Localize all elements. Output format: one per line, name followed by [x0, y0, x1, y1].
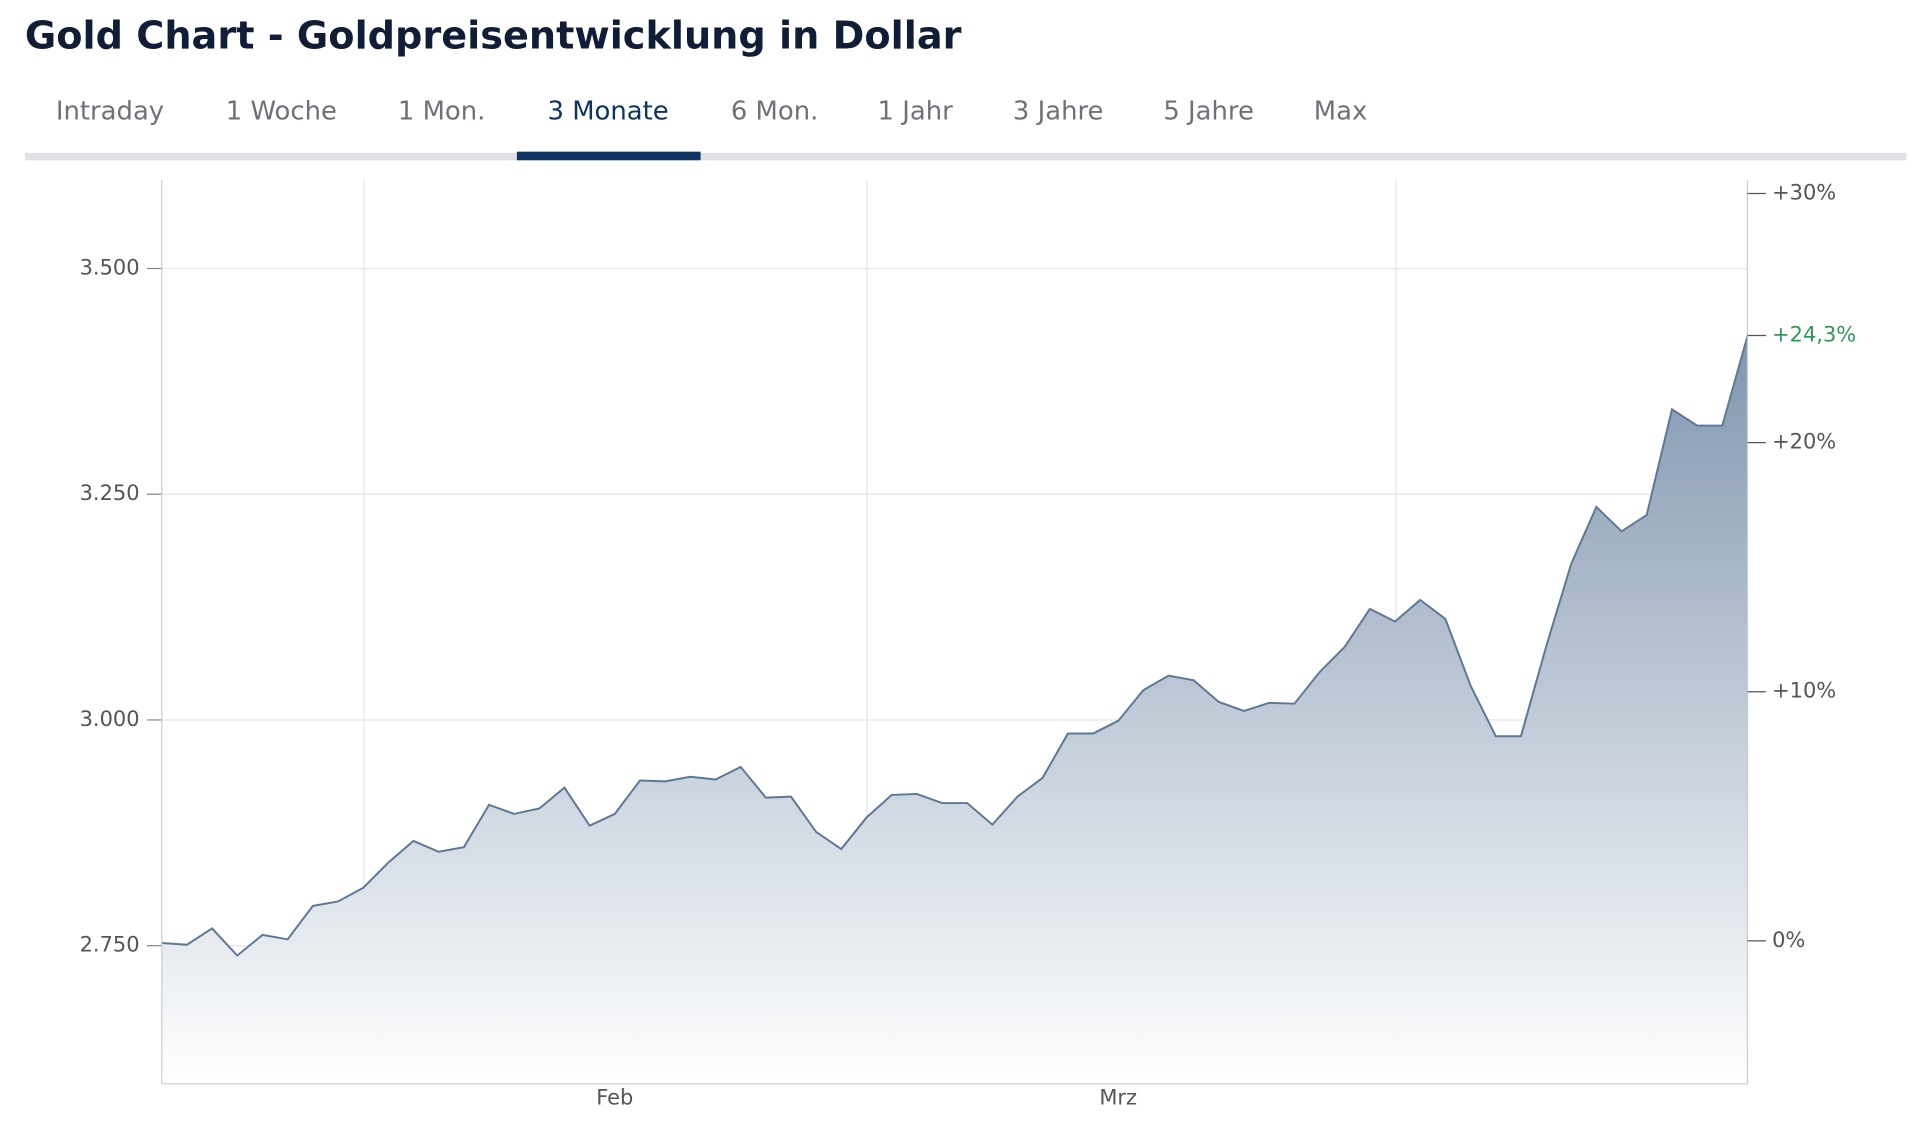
active-tab-indicator — [516, 151, 701, 161]
tab[interactable]: 1 Woche — [226, 97, 337, 127]
y-tick-label: 3.000 — [80, 707, 140, 731]
y2-tick-label: +30% — [1772, 180, 1836, 204]
tab[interactable]: Max — [1314, 97, 1368, 127]
tab[interactable]: 1 Mon. — [398, 97, 485, 127]
tab[interactable]: 6 Mon. — [731, 97, 818, 127]
tabs: Intraday 1 Woche 1 Mon. 3 Monate 6 Mon. 1 Jah… — [56, 97, 1367, 161]
x-tick-label: Mrz — [1099, 1086, 1137, 1110]
x-tick-label: Feb — [596, 1086, 633, 1110]
current-change-label: +24,3% — [1772, 322, 1856, 346]
tab[interactable]: Intraday — [56, 97, 164, 127]
area — [161, 336, 1748, 1084]
y2-tick-label: +20% — [1772, 430, 1836, 454]
y2-tick-label: 0% — [1772, 928, 1805, 952]
tab[interactable]: 3 Monate — [548, 97, 669, 127]
y-tick-label: 3.250 — [80, 481, 140, 505]
tab[interactable]: 1 Jahr — [878, 97, 954, 127]
y-tick-label: 2.750 — [80, 933, 140, 957]
plot: 2.750 3.000 3.250 3.500 Feb Mrz 0% +10% +20% +30%… — [80, 180, 1856, 1110]
tab-bar — [24, 152, 1907, 161]
y-tick-label: 3.500 — [80, 256, 140, 280]
tab[interactable]: 5 Jahre — [1163, 97, 1254, 127]
line — [161, 335, 1749, 957]
y2-tick-label: +10% — [1772, 679, 1836, 703]
page-title: Gold Chart - Goldpreisentwicklung in Dol… — [25, 15, 962, 59]
tab[interactable]: 3 Jahre — [1013, 97, 1104, 127]
